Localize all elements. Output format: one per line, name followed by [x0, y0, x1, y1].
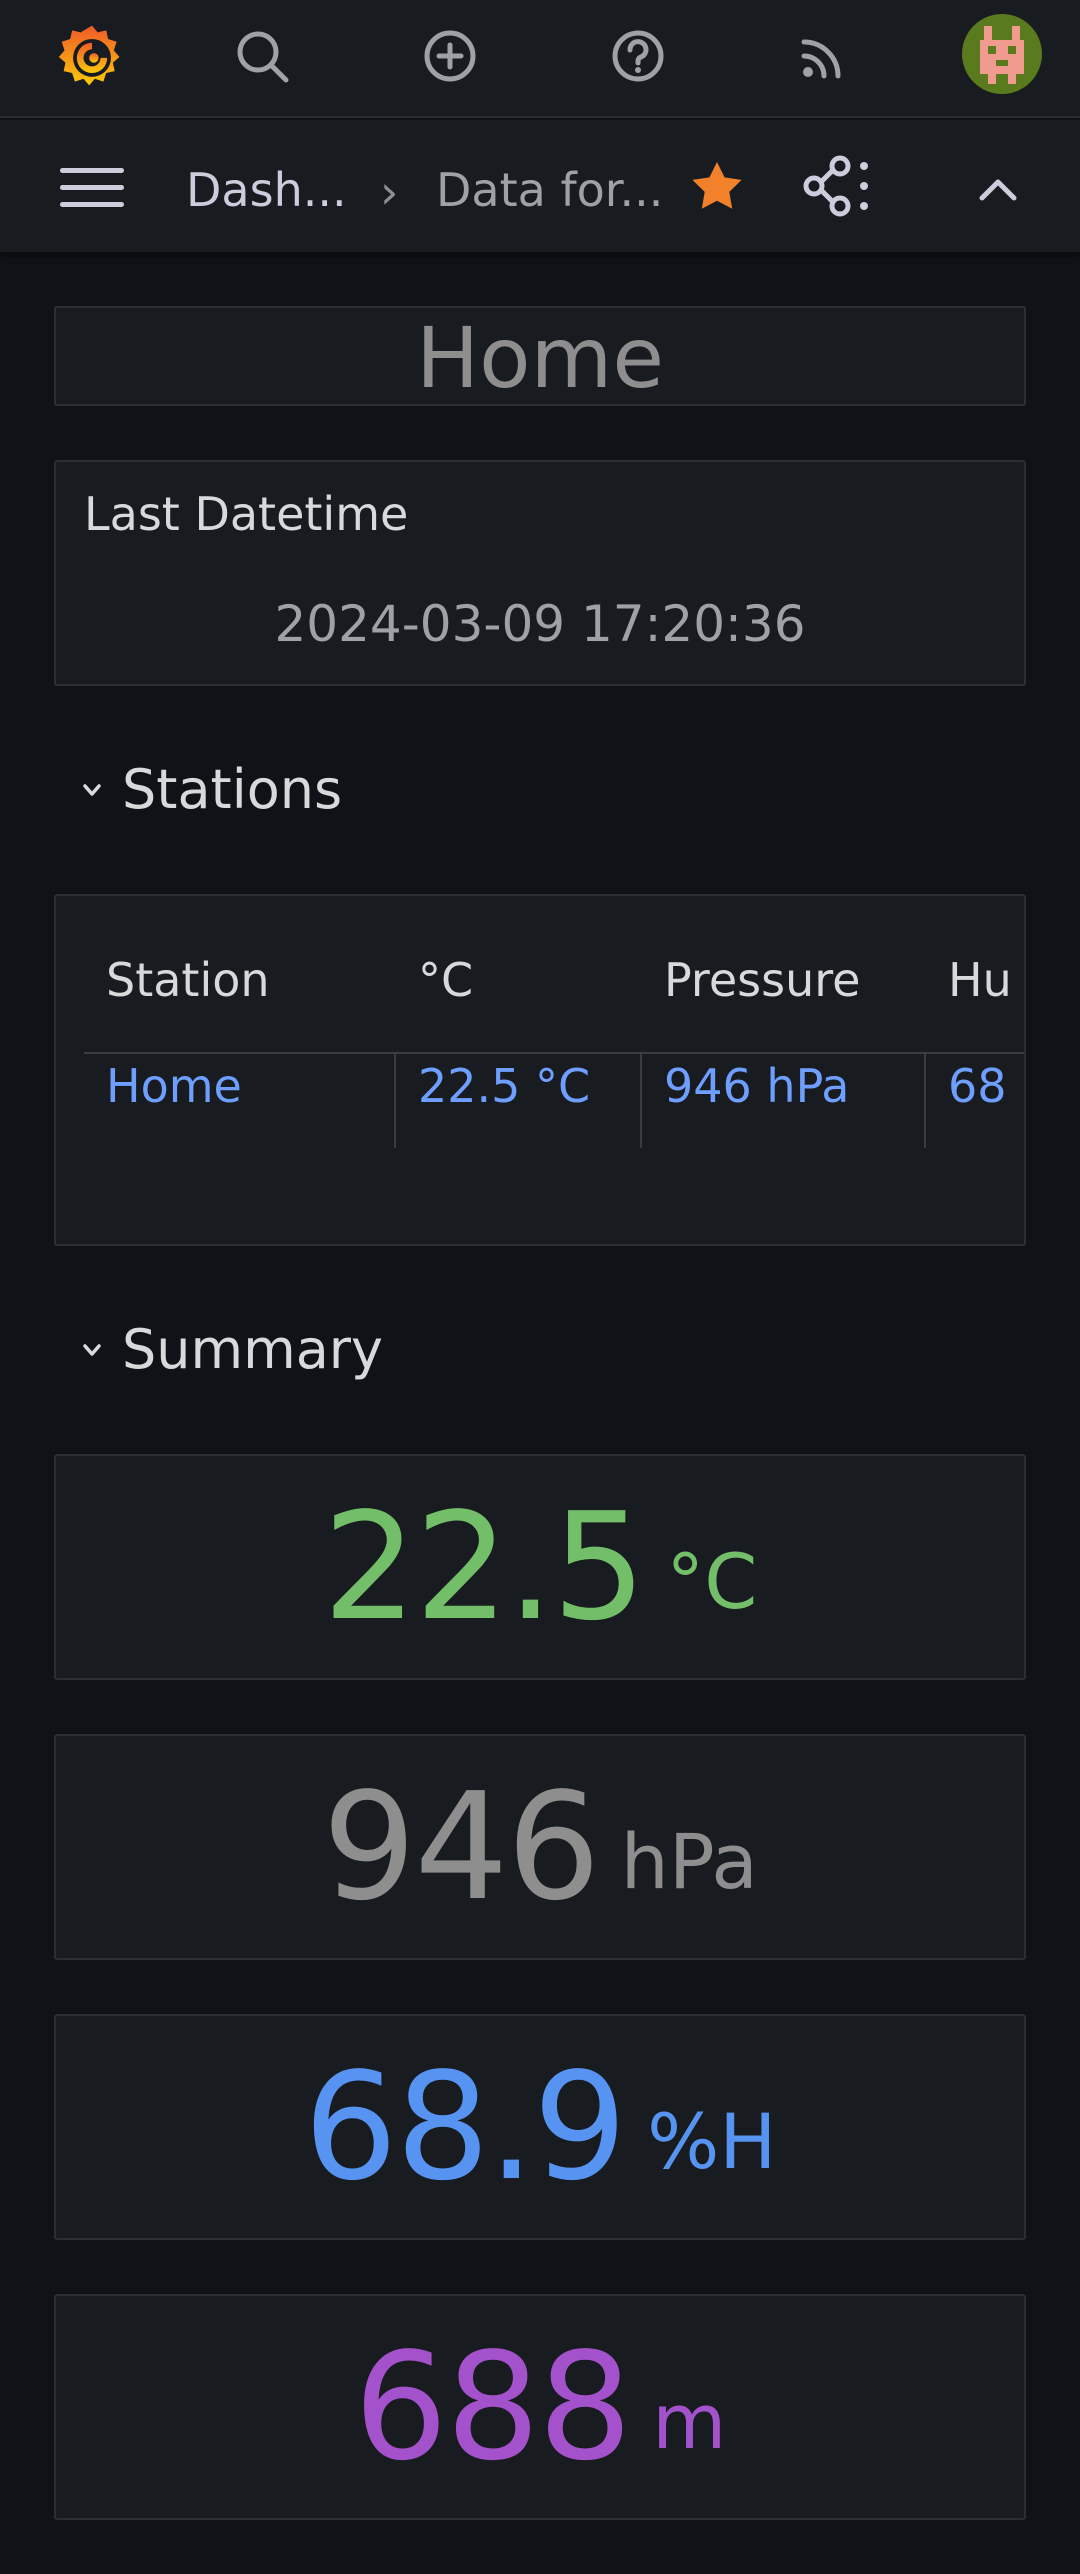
stat-panel-altitude: 688 m [54, 2294, 1026, 2520]
share-icon[interactable] [800, 154, 880, 218]
chevron-up-icon[interactable] [970, 162, 1026, 218]
table-header-divider [84, 1052, 1024, 1054]
cell-station[interactable]: Home [106, 1059, 242, 1113]
column-header-temperature[interactable]: °C [418, 953, 474, 1007]
chevron-down-icon [83, 1344, 101, 1356]
row-header-summary[interactable]: Summary [78, 1318, 383, 1382]
stat-panel-humidity: 68.9 %H [54, 2014, 1026, 2240]
breadcrumb-dashboard-title[interactable]: Data for... [436, 163, 664, 217]
add-icon[interactable] [414, 20, 486, 92]
cell-humidity[interactable]: 68 [948, 1059, 1007, 1113]
grafana-logo-icon[interactable] [56, 20, 128, 92]
panel-title-home: Home [415, 309, 665, 407]
breadcrumb-separator: › [380, 165, 399, 219]
help-icon[interactable] [602, 20, 674, 92]
chevron-down-icon [83, 784, 101, 796]
stat-value: 22.5 [322, 1481, 647, 1653]
top-bar [0, 0, 1080, 118]
star-icon[interactable] [688, 158, 746, 216]
search-icon[interactable] [226, 20, 298, 92]
last-datetime-panel: Last Datetime 2024-03-09 17:20:36 [54, 460, 1026, 686]
column-divider [394, 1054, 396, 1148]
home-title-panel: Home [54, 306, 1026, 406]
stat-unit: %H [647, 2097, 777, 2186]
stat-value: 946 [322, 1761, 600, 1933]
rss-news-icon[interactable] [788, 20, 860, 92]
stat-value: 688 [353, 2321, 632, 2493]
stations-table-panel: Station °C Pressure Hu Home 22.5 °C 946 … [54, 894, 1026, 1246]
row-label: Summary [122, 1318, 383, 1381]
stat-panel-temperature: 22.5 °C [54, 1454, 1026, 1680]
nav-bar: Dash... › Data for... [0, 120, 1080, 254]
menu-icon[interactable] [56, 158, 128, 218]
breadcrumb-dashboards[interactable]: Dash... [186, 163, 347, 217]
stat-unit: °C [666, 1537, 758, 1626]
column-header-station[interactable]: Station [106, 953, 270, 1007]
row-header-stations[interactable]: Stations [78, 758, 342, 822]
column-divider [924, 1054, 926, 1148]
stat-unit: hPa [620, 1817, 758, 1906]
stations-table: Station °C Pressure Hu Home 22.5 °C 946 … [84, 932, 1024, 1148]
column-header-pressure[interactable]: Pressure [664, 953, 861, 1007]
column-divider [640, 1054, 642, 1148]
cell-temperature[interactable]: 22.5 °C [418, 1059, 591, 1113]
panel-title[interactable]: Last Datetime [84, 487, 409, 541]
stat-panel-pressure: 946 hPa [54, 1734, 1026, 1960]
cell-pressure[interactable]: 946 hPa [664, 1059, 850, 1113]
stat-unit: m [652, 2377, 727, 2466]
datetime-value: 2024-03-09 17:20:36 [274, 595, 806, 653]
row-label: Stations [122, 758, 343, 821]
stat-value: 68.9 [303, 2041, 628, 2213]
column-header-humidity[interactable]: Hu [948, 953, 1012, 1007]
avatar[interactable] [962, 14, 1042, 94]
